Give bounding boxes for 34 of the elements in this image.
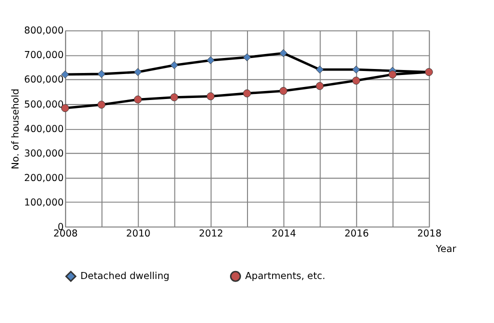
point	[388, 70, 396, 78]
y-axis-title: No. of household	[10, 88, 22, 170]
x-tick-label: 2010	[126, 228, 151, 240]
point	[316, 66, 324, 74]
x-tick-label: 2012	[198, 228, 224, 240]
y-tick-label: 400,000	[24, 124, 64, 135]
point	[98, 70, 106, 78]
y-tick-label: 200,000	[24, 172, 64, 184]
x-tick-label: 2014	[272, 228, 296, 240]
point	[352, 66, 360, 74]
y-tick-label: 300,000	[24, 148, 64, 160]
x-axis-title: Year	[434, 244, 456, 255]
point	[316, 82, 324, 90]
y-tick-label: 600,000	[24, 74, 64, 86]
legend-label: Apartments, etc.	[245, 271, 326, 282]
y-tick-label: 700,000	[24, 50, 64, 62]
point	[206, 56, 215, 64]
point	[98, 100, 106, 109]
point	[206, 92, 215, 100]
y-tick-label: 800,000	[24, 26, 64, 37]
y-tick-label: 100,000	[24, 197, 64, 208]
point	[279, 86, 288, 95]
legend-label: Detached dwelling	[80, 271, 170, 282]
point	[279, 49, 288, 58]
point	[243, 53, 251, 62]
x-tick-label: 2016	[344, 228, 369, 240]
point	[243, 89, 251, 98]
y-tick-label: 500,000	[24, 99, 64, 110]
x-tick-label: 2018	[417, 228, 442, 240]
point	[134, 96, 142, 104]
point	[170, 61, 178, 70]
point	[352, 76, 360, 85]
point	[134, 68, 142, 76]
point	[170, 93, 178, 102]
